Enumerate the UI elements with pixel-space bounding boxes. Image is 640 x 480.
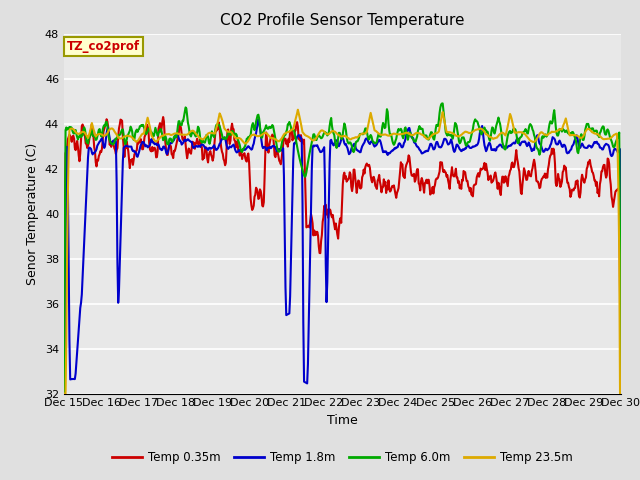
X-axis label: Time: Time	[327, 414, 358, 427]
Legend: Temp 0.35m, Temp 1.8m, Temp 6.0m, Temp 23.5m: Temp 0.35m, Temp 1.8m, Temp 6.0m, Temp 2…	[108, 446, 577, 469]
Title: CO2 Profile Sensor Temperature: CO2 Profile Sensor Temperature	[220, 13, 465, 28]
Text: TZ_co2prof: TZ_co2prof	[67, 40, 140, 53]
Y-axis label: Senor Temperature (C): Senor Temperature (C)	[26, 143, 39, 285]
